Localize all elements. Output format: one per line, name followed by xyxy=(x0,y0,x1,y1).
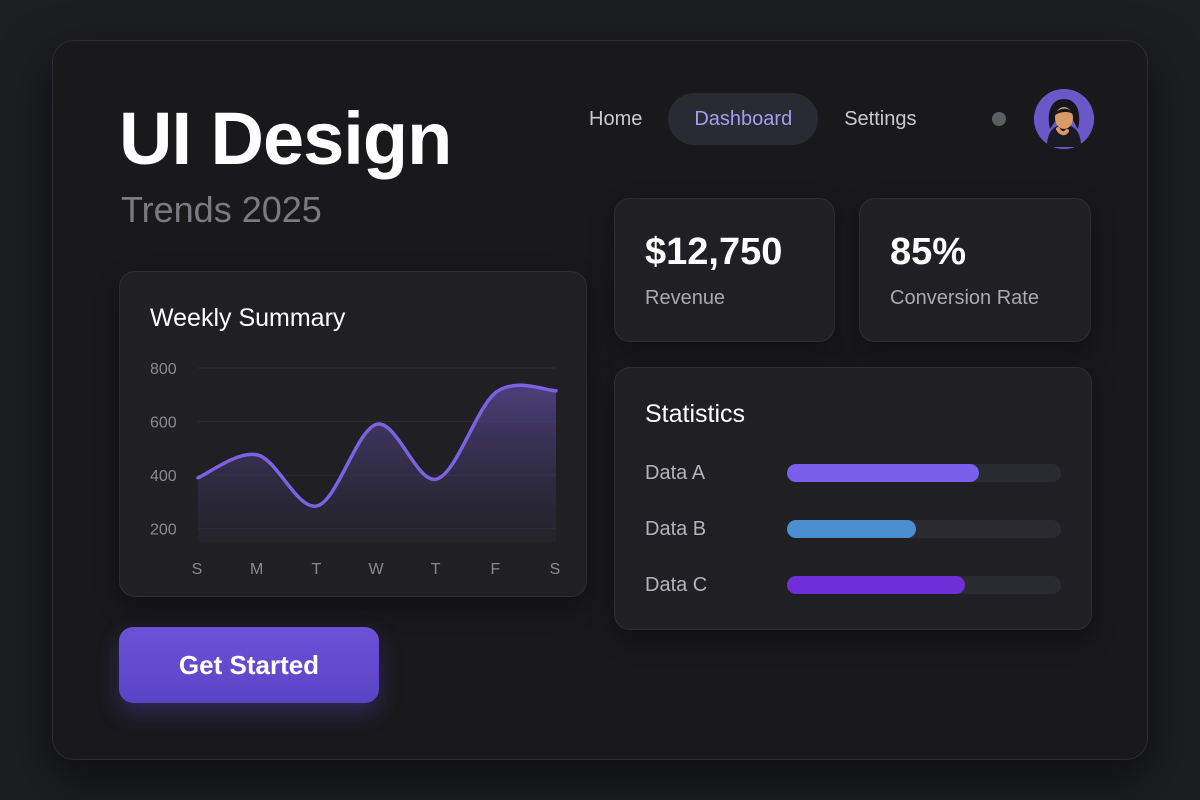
stat-row-data-a: Data A xyxy=(645,461,1063,485)
app-window: UI Design Trends 2025 Home Dashboard Set… xyxy=(52,40,1148,760)
y-tick-label: 800 xyxy=(150,361,177,378)
nav-item-settings[interactable]: Settings xyxy=(844,108,917,130)
x-tick-label: S xyxy=(550,561,561,578)
conversion-card: 85% Conversion Rate xyxy=(859,198,1091,342)
get-started-button[interactable]: Get Started xyxy=(119,627,379,703)
stat-bar-data-a xyxy=(787,464,979,482)
page-title: UI Design xyxy=(119,97,452,180)
statistics-card: Statistics Data A Data B Data C xyxy=(614,367,1092,630)
avatar[interactable] xyxy=(1034,89,1094,149)
top-nav: Home Dashboard Settings xyxy=(563,93,942,145)
page-subtitle: Trends 2025 xyxy=(121,189,322,230)
x-tick-label: T xyxy=(311,561,321,578)
conversion-label: Conversion Rate xyxy=(890,287,1039,309)
weekly-summary-chart: 200 400 600 800 S M T W T F S xyxy=(150,361,561,578)
x-tick-label: M xyxy=(250,561,263,578)
statistics-title: Statistics xyxy=(645,400,746,428)
weekly-summary-title: Weekly Summary xyxy=(150,304,346,332)
stat-track xyxy=(787,520,1061,538)
nav-item-dashboard[interactable]: Dashboard xyxy=(668,93,819,145)
stat-bar-data-c xyxy=(787,576,966,594)
stat-track xyxy=(787,576,1061,594)
stat-label: Data A xyxy=(645,462,706,484)
y-tick-label: 400 xyxy=(150,468,177,485)
x-tick-label: F xyxy=(490,561,500,578)
notification-dot[interactable] xyxy=(992,112,1006,126)
revenue-card: $12,750 Revenue xyxy=(614,198,835,342)
revenue-value: $12,750 xyxy=(645,231,783,273)
user-avatar-icon xyxy=(1034,89,1094,149)
stat-label: Data B xyxy=(645,518,707,540)
area-fill xyxy=(198,385,556,542)
x-tick-label: T xyxy=(431,561,441,578)
x-tick-label: W xyxy=(368,561,384,578)
stat-bar-data-b xyxy=(787,520,916,538)
stat-label: Data C xyxy=(645,574,708,596)
series-line xyxy=(196,383,558,508)
conversion-value: 85% xyxy=(890,231,967,273)
stat-row-data-c: Data C xyxy=(645,573,1063,597)
weekly-summary-card: Weekly Summary 200 400 600 800 S M T W T F S xyxy=(119,271,587,597)
y-tick-label: 200 xyxy=(150,522,177,539)
revenue-label: Revenue xyxy=(645,287,726,309)
x-tick-label: S xyxy=(192,561,203,578)
nav-item-home[interactable]: Home xyxy=(589,108,643,130)
y-tick-label: 600 xyxy=(150,415,177,432)
stat-track xyxy=(787,464,1061,482)
stat-row-data-b: Data B xyxy=(645,517,1063,541)
